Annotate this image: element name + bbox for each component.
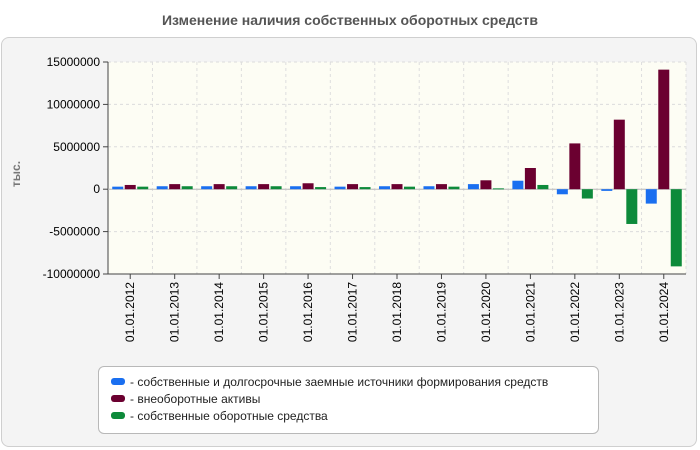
bar-s2 — [524, 168, 536, 190]
legend-swatch — [111, 412, 125, 419]
bar-s1 — [423, 186, 435, 190]
chart-title: Изменение наличия собственных оборотных … — [161, 12, 539, 28]
bar-s1 — [112, 186, 124, 190]
y-tick-label: 0 — [93, 182, 100, 196]
y-axis-label: тыс. — [9, 160, 23, 188]
bar-s3 — [537, 184, 549, 190]
bar-s1 — [556, 189, 568, 195]
bar-s1 — [601, 189, 613, 191]
bar-s2 — [480, 180, 492, 190]
x-tick-label: 01.01.2021 — [523, 282, 537, 342]
bar-s1 — [156, 186, 168, 190]
y-tick-label: 10000000 — [47, 97, 101, 111]
bar-s3 — [137, 186, 149, 190]
bar-s1 — [201, 186, 213, 190]
legend-item: - внеоборотные активы — [111, 390, 598, 407]
y-tick-label: -10000000 — [43, 267, 101, 281]
bar-s1 — [645, 189, 657, 204]
x-tick-label: 01.01.2022 — [568, 282, 582, 342]
bar-s2 — [391, 184, 403, 190]
legend-swatch — [111, 395, 125, 402]
bar-s3 — [270, 186, 282, 190]
legend: - собственные и долгосрочные заемные ист… — [98, 366, 599, 434]
bar-s1 — [512, 180, 524, 190]
bar-s3 — [670, 189, 682, 267]
legend-swatch — [111, 378, 125, 385]
y-tick-label: -5000000 — [49, 225, 100, 239]
bar-s3 — [226, 186, 238, 190]
bar-s2 — [435, 184, 447, 190]
bar-s1 — [334, 186, 346, 190]
x-tick-label: 01.01.2013 — [168, 282, 182, 342]
legend-label: - собственные оборотные средства — [130, 408, 328, 423]
x-tick-label: 01.01.2016 — [301, 282, 315, 342]
legend-item: - собственные и долгосрочные заемные ист… — [111, 373, 598, 390]
x-tick-label: 01.01.2015 — [257, 282, 271, 342]
bar-s2 — [169, 184, 181, 190]
bar-s1 — [467, 184, 479, 190]
x-tick-label: 01.01.2017 — [346, 282, 360, 342]
x-tick-label: 01.01.2023 — [612, 282, 626, 342]
bar-s2 — [347, 184, 359, 190]
bar-s3 — [315, 187, 327, 190]
legend-label: - собственные и долгосрочные заемные ист… — [130, 374, 549, 389]
bar-s2 — [658, 69, 670, 190]
bar-s2 — [613, 119, 625, 190]
x-tick-label: 01.01.2019 — [434, 282, 448, 342]
bar-s3 — [492, 188, 504, 190]
x-tick-label: 01.01.2018 — [390, 282, 404, 342]
x-tick-label: 01.01.2014 — [212, 282, 226, 342]
bar-s2 — [124, 184, 136, 190]
bar-s2 — [569, 143, 581, 190]
x-tick-label: 01.01.2012 — [123, 282, 137, 342]
legend-item: - собственные оборотные средства — [111, 407, 598, 424]
y-tick-label: 5000000 — [53, 140, 100, 154]
bar-s1 — [290, 186, 302, 190]
bar-s3 — [404, 186, 415, 190]
bar-s3 — [448, 186, 460, 190]
bar-s2 — [213, 184, 225, 190]
bar-s3 — [181, 186, 193, 190]
bar-s3 — [626, 189, 638, 224]
bar-s3 — [359, 187, 371, 190]
bar-s3 — [581, 189, 593, 199]
bar-s2 — [258, 184, 270, 190]
bar-s2 — [302, 183, 314, 190]
legend-label: - внеоборотные активы — [130, 391, 261, 406]
x-tick-label: 01.01.2024 — [657, 282, 671, 342]
bar-s1 — [379, 186, 390, 190]
x-tick-label: 01.01.2020 — [479, 282, 493, 342]
plot-area — [108, 62, 686, 274]
y-tick-label: 15000000 — [47, 55, 101, 69]
bar-s1 — [245, 186, 257, 190]
